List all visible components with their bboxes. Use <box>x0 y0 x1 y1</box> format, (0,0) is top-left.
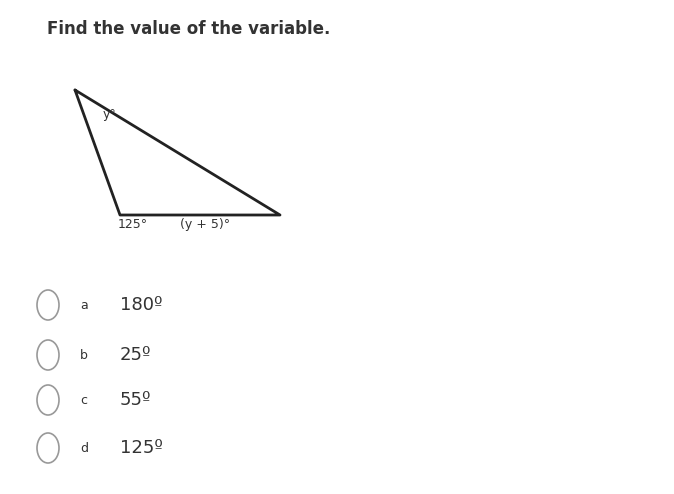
Text: 125°: 125° <box>118 218 148 231</box>
Text: 180º: 180º <box>120 296 162 314</box>
Text: 55º: 55º <box>120 391 152 409</box>
Text: (y + 5)°: (y + 5)° <box>180 218 230 231</box>
Text: d: d <box>80 442 88 454</box>
Text: 25º: 25º <box>120 346 152 364</box>
Text: Find the value of the variable.: Find the value of the variable. <box>47 20 330 38</box>
Text: b: b <box>80 348 88 362</box>
Text: y°: y° <box>103 108 117 121</box>
Text: a: a <box>80 298 88 312</box>
Text: c: c <box>80 394 87 407</box>
Text: 125º: 125º <box>120 439 163 457</box>
